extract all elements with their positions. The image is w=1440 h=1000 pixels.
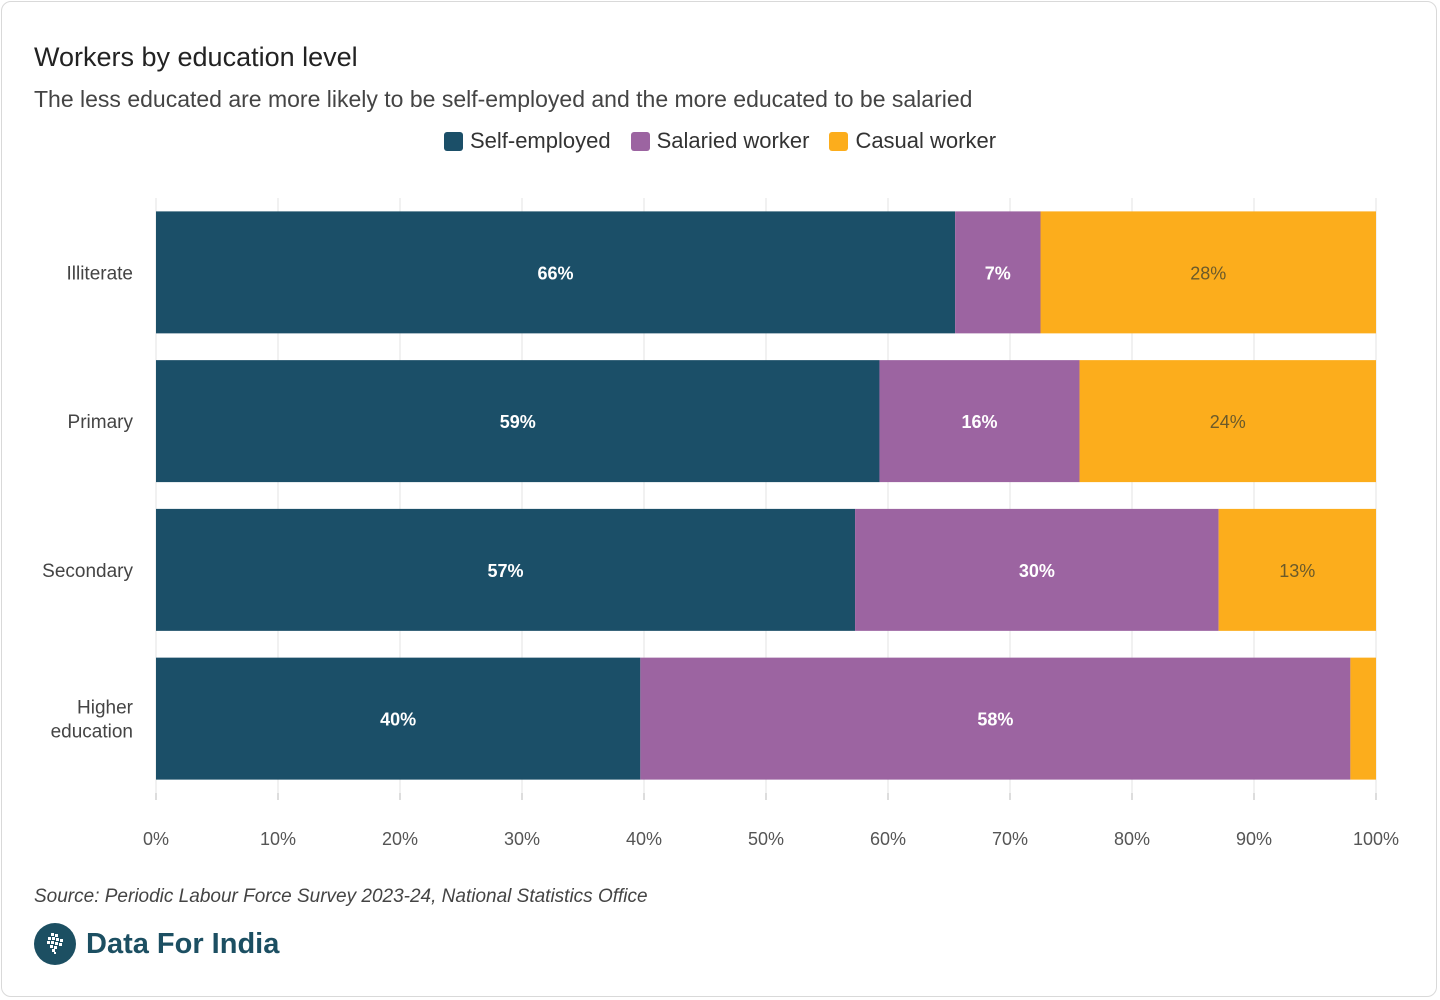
legend: Self-employed Salaried worker Casual wor… [0, 128, 1440, 154]
data-label: 24% [1210, 412, 1246, 432]
x-tick-label: 20% [382, 829, 418, 849]
x-tick-label: 100% [1353, 829, 1399, 849]
data-label: 40% [380, 710, 416, 730]
category-label: Primary [68, 412, 134, 433]
bar-segment [1350, 657, 1376, 780]
bar-segment [955, 211, 1041, 334]
bar-segment [640, 657, 1351, 780]
bar-chart: 0% 10% 20% 30% 40% 50% 60% 70% 80% 90% 100% Illiter… [42, 198, 1399, 849]
legend-label: Salaried worker [656, 128, 810, 153]
x-tick-label: 30% [504, 829, 540, 849]
bar-segment [1079, 360, 1376, 483]
india-map-logo-icon [34, 923, 76, 965]
brand-name: Data For India [86, 927, 280, 960]
bar-segment [855, 508, 1219, 631]
brand[interactable]: Data For India [34, 923, 279, 965]
category-label: education [51, 722, 133, 743]
data-label: 16% [961, 412, 997, 432]
x-tick-label: 50% [748, 829, 784, 849]
bar-segment [879, 360, 1080, 483]
category-label: Secondary [42, 561, 133, 582]
data-label: 59% [500, 412, 536, 432]
legend-item-self-employed[interactable]: Self-employed [443, 128, 611, 154]
category-label: Illiterate [66, 263, 133, 284]
x-tick-label: 70% [992, 829, 1028, 849]
data-label: 28% [1190, 263, 1226, 283]
bar-segment [156, 211, 956, 334]
legend-swatch-casual [829, 131, 849, 151]
x-tick-label: 10% [260, 829, 296, 849]
data-label: 58% [977, 710, 1013, 730]
chart-title: Workers by education level [34, 42, 358, 72]
x-tick-label: 0% [143, 829, 169, 849]
source-note: Source: Periodic Labour Force Survey 202… [34, 886, 648, 907]
x-tick-label: 40% [626, 829, 662, 849]
bar-segment [156, 508, 856, 631]
data-label: 7% [985, 263, 1011, 283]
legend-swatch-self-employed [443, 131, 463, 151]
legend-label: Self-employed [469, 128, 611, 153]
bar-segment [156, 360, 880, 483]
bar-segment [1218, 508, 1376, 631]
bar-segment [156, 657, 641, 780]
data-label: 66% [538, 263, 574, 283]
chart-subtitle: The less educated are more likely to be … [34, 86, 973, 112]
data-label: 13% [1279, 561, 1315, 581]
legend-item-salaried[interactable]: Salaried worker [630, 128, 810, 154]
data-label: 30% [1019, 561, 1055, 581]
bar-segment [1040, 211, 1376, 334]
data-label: 57% [488, 561, 524, 581]
legend-label: Casual worker [855, 128, 997, 153]
x-tick-label: 80% [1114, 829, 1150, 849]
category-label: Higher [77, 698, 134, 719]
x-tick-label: 90% [1236, 829, 1272, 849]
x-tick-label: 60% [870, 829, 906, 849]
legend-item-casual[interactable]: Casual worker [829, 128, 996, 154]
legend-swatch-salaried [630, 131, 650, 151]
